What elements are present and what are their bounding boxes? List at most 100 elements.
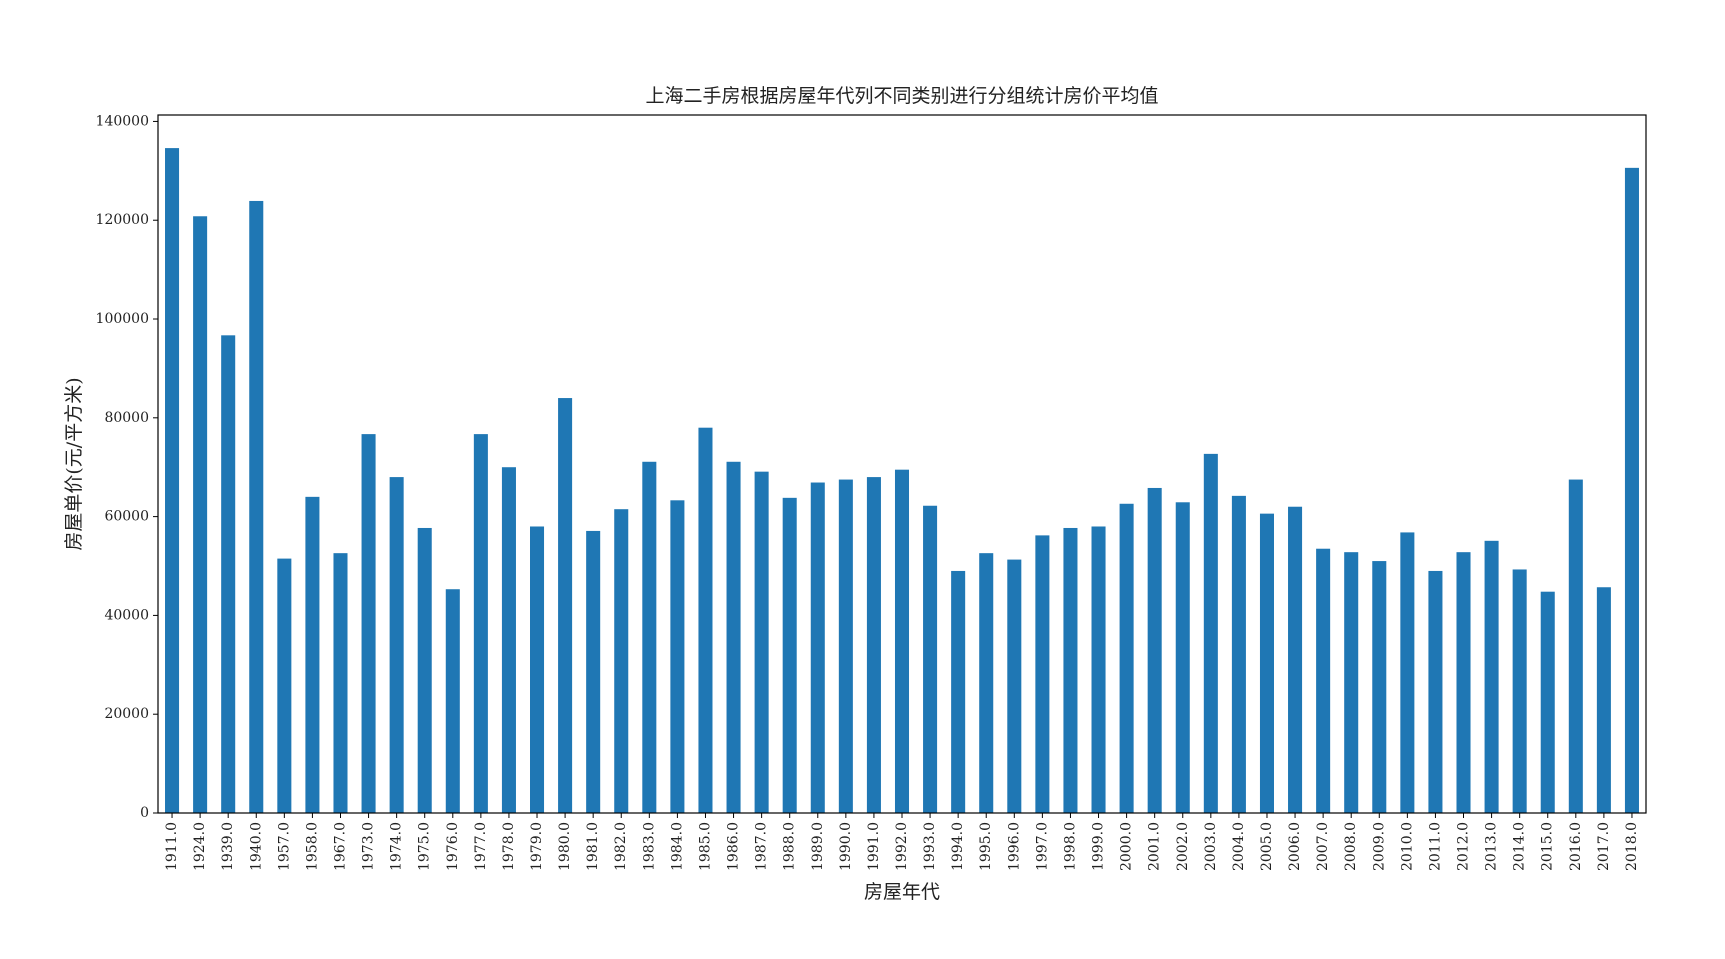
bar xyxy=(614,509,629,813)
bar xyxy=(361,434,376,813)
bar xyxy=(1007,559,1022,813)
bar xyxy=(193,216,208,813)
bar xyxy=(501,467,516,813)
x-tick-label: 2009.0 xyxy=(1371,822,1387,871)
bar xyxy=(165,148,180,814)
bar xyxy=(305,496,320,813)
bar xyxy=(1540,591,1555,813)
bar xyxy=(1316,548,1331,813)
x-tick-label: 2011.0 xyxy=(1427,822,1443,871)
x-tick-label: 1999.0 xyxy=(1091,822,1107,871)
x-tick-label: 1911.0 xyxy=(164,822,180,871)
x-tick-label: 1986.0 xyxy=(726,822,742,871)
x-tick-label: 1989.0 xyxy=(810,822,826,871)
bar xyxy=(1568,479,1583,813)
x-tick-label: 2004.0 xyxy=(1231,822,1247,871)
x-axis-label: 房屋年代 xyxy=(864,881,940,903)
bar xyxy=(277,558,292,813)
bar xyxy=(1484,540,1499,813)
bar xyxy=(866,477,881,813)
bar xyxy=(1596,587,1611,813)
y-tick-label: 40000 xyxy=(104,607,149,623)
x-tick-label: 2017.0 xyxy=(1596,822,1612,871)
x-tick-label: 1982.0 xyxy=(613,822,629,871)
bar xyxy=(1456,552,1471,813)
y-tick-label: 80000 xyxy=(104,410,149,426)
x-tick-label: 1924.0 xyxy=(192,822,208,871)
plot-frame xyxy=(157,114,1647,814)
bar xyxy=(923,505,938,813)
x-tick-label: 1967.0 xyxy=(332,822,348,871)
bar xyxy=(1288,506,1303,813)
x-tick-label: 1975.0 xyxy=(417,822,433,871)
bar xyxy=(1624,167,1639,814)
x-tick-label: 2007.0 xyxy=(1315,822,1331,871)
bar xyxy=(951,570,966,813)
bar xyxy=(698,427,713,813)
x-tick-label: 1977.0 xyxy=(473,822,489,871)
bar xyxy=(1231,495,1246,813)
bar xyxy=(558,398,573,813)
x-tick-label: 1940.0 xyxy=(248,822,264,871)
bar xyxy=(249,200,264,813)
x-tick-label: 1990.0 xyxy=(838,822,854,871)
x-tick-label: 1992.0 xyxy=(894,822,910,871)
chart-title: 上海二手房根据房屋年代列不同类别进行分组统计房价平均值 xyxy=(645,85,1158,107)
x-tick-label: 1978.0 xyxy=(501,822,517,871)
x-tick-label: 2018.0 xyxy=(1624,822,1640,871)
x-tick-label: 2002.0 xyxy=(1175,822,1191,871)
x-tick-label: 1993.0 xyxy=(922,822,938,871)
y-tick-label: 0 xyxy=(140,805,149,821)
bar xyxy=(1147,487,1162,813)
bar xyxy=(333,553,348,813)
x-tick-label: 1984.0 xyxy=(669,822,685,871)
bar xyxy=(389,477,404,813)
bar xyxy=(1512,569,1527,813)
bar xyxy=(1203,453,1218,813)
x-tick-label: 2014.0 xyxy=(1512,822,1528,871)
x-tick-label: 1997.0 xyxy=(1034,822,1050,871)
bar xyxy=(1400,532,1415,813)
bar xyxy=(979,553,994,813)
x-tick-label: 2010.0 xyxy=(1399,822,1415,871)
x-tick-label: 2001.0 xyxy=(1147,822,1163,871)
x-tick-label: 2008.0 xyxy=(1343,822,1359,871)
x-tick-label: 2013.0 xyxy=(1484,822,1500,871)
x-tick-label: 1979.0 xyxy=(529,822,545,871)
x-tick-label: 1998.0 xyxy=(1062,822,1078,871)
x-tick-label: 1991.0 xyxy=(866,822,882,871)
bar xyxy=(642,461,657,813)
bar xyxy=(894,469,910,813)
x-tick-label: 1980.0 xyxy=(557,822,573,871)
bar xyxy=(810,482,825,813)
x-tick-label: 1974.0 xyxy=(389,822,405,871)
x-tick-label: 2005.0 xyxy=(1259,822,1275,871)
bar xyxy=(445,589,460,813)
x-tick-label: 2012.0 xyxy=(1456,822,1472,871)
bar xyxy=(838,479,853,813)
x-tick-label: 1987.0 xyxy=(754,822,770,871)
y-tick-label: 60000 xyxy=(104,509,149,525)
x-tick-label: 1994.0 xyxy=(950,822,966,871)
x-tick-label: 1988.0 xyxy=(782,822,798,871)
bar xyxy=(221,335,236,813)
x-tick-label: 2003.0 xyxy=(1203,822,1219,871)
y-tick-label: 140000 xyxy=(96,113,149,129)
bar xyxy=(530,526,545,813)
bar xyxy=(1344,552,1359,813)
x-tick-label: 1939.0 xyxy=(220,822,236,871)
x-tick-label: 1981.0 xyxy=(585,822,601,871)
bar xyxy=(1035,535,1050,813)
y-tick-label: 100000 xyxy=(96,311,149,327)
bar xyxy=(586,530,601,813)
bar xyxy=(1372,561,1387,813)
x-tick-label: 1976.0 xyxy=(445,822,461,871)
bar xyxy=(1091,526,1106,813)
bar xyxy=(1119,503,1134,813)
x-tick-label: 1958.0 xyxy=(304,822,320,871)
x-tick-label: 2000.0 xyxy=(1119,822,1135,871)
bar xyxy=(473,434,488,813)
x-tick-label: 2016.0 xyxy=(1568,822,1584,871)
bar xyxy=(754,471,769,813)
x-tick-label: 2015.0 xyxy=(1540,822,1556,871)
